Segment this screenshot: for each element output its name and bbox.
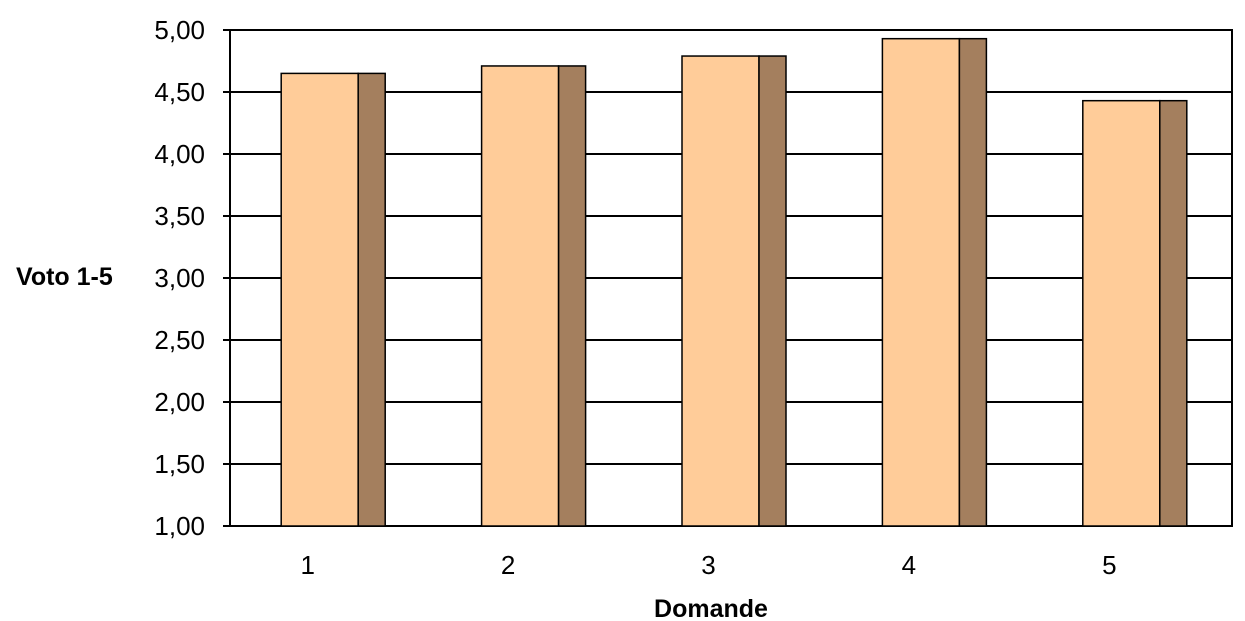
bar-side <box>557 65 587 527</box>
y-tick-label: 3,00 <box>154 263 205 293</box>
bar-side <box>357 72 386 527</box>
y-tick-label: 4,00 <box>154 139 205 169</box>
y-tick-label: 5,00 <box>154 15 205 45</box>
y-tick-label: 2,50 <box>154 325 205 355</box>
bar <box>1082 99 1161 527</box>
y-tick-label: 4,50 <box>154 77 205 107</box>
y-tick-label: 3,50 <box>154 201 205 231</box>
y-axis-title: Voto 1-5 <box>16 263 113 291</box>
y-tick-label: 1,50 <box>154 449 205 479</box>
bar <box>681 55 760 527</box>
x-tick-label: 3 <box>701 550 715 580</box>
y-tick-label: 1,00 <box>154 511 205 541</box>
bar-side <box>758 55 787 527</box>
x-tick-label: 2 <box>501 550 515 580</box>
y-tick-label: 2,00 <box>154 387 205 417</box>
bar-side <box>958 37 988 527</box>
x-tick-label: 4 <box>902 550 916 580</box>
x-tick-label: 5 <box>1102 550 1116 580</box>
bars <box>280 37 1188 527</box>
bar-side <box>1159 99 1188 527</box>
bar <box>881 37 961 527</box>
x-axis-title: Domande <box>654 595 768 621</box>
tick-labels: 1,00 1,50 2,00 2,50 3,00 3,50 4,00 4,50 5,00 1 2 3 4… <box>154 15 1116 580</box>
bar <box>480 65 560 527</box>
x-tick-label: 1 <box>300 550 314 580</box>
bar <box>280 72 359 527</box>
